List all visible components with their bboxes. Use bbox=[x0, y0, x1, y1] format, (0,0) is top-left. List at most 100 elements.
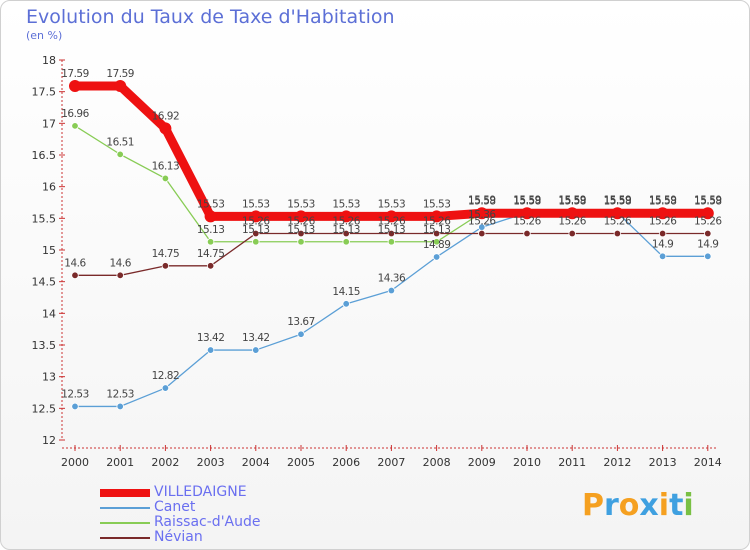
chart-subtitle: (en %) bbox=[26, 29, 63, 42]
data-label: 15.58 bbox=[604, 195, 632, 207]
data-label: 15.58 bbox=[513, 195, 541, 207]
legend-swatch-nevian bbox=[100, 537, 150, 539]
legend: VILLEDAIGNE Canet Raissac-d'Aude Névian bbox=[100, 484, 350, 545]
legend-swatch-canet bbox=[100, 507, 150, 509]
data-label: 14.6 bbox=[64, 257, 86, 269]
data-point bbox=[252, 229, 260, 238]
data-label: 13.42 bbox=[197, 332, 225, 344]
data-point bbox=[521, 207, 533, 220]
x-tick-label: 2010 bbox=[513, 456, 541, 469]
data-point bbox=[204, 210, 217, 223]
data-label: 14.75 bbox=[197, 248, 225, 260]
data-label: 15.26 bbox=[694, 216, 722, 228]
data-label: 17.59 bbox=[106, 68, 134, 80]
data-label: 15.13 bbox=[332, 224, 360, 236]
data-label: 14.75 bbox=[152, 248, 180, 260]
x-tick-label: 2000 bbox=[61, 456, 89, 469]
data-point bbox=[478, 229, 486, 238]
legend-label: Névian bbox=[154, 529, 203, 545]
data-point bbox=[613, 229, 622, 238]
legend-item: Raissac-d'Aude bbox=[100, 514, 350, 530]
data-point bbox=[297, 229, 305, 238]
data-label: 15.58 bbox=[694, 195, 722, 207]
data-label: 13.67 bbox=[287, 316, 315, 328]
data-label: 12.82 bbox=[152, 370, 180, 382]
logo-letter: t bbox=[669, 488, 684, 523]
data-point bbox=[71, 271, 79, 280]
x-tick-label: 2003 bbox=[197, 456, 225, 469]
data-point bbox=[704, 229, 712, 238]
data-label: 12.53 bbox=[106, 388, 134, 400]
data-point bbox=[658, 252, 667, 261]
data-point bbox=[704, 252, 712, 261]
y-tick-label: 18 bbox=[42, 54, 56, 67]
data-point bbox=[387, 229, 396, 238]
data-point bbox=[71, 402, 79, 411]
data-point bbox=[701, 207, 714, 220]
data-point bbox=[249, 210, 262, 223]
y-tick-label: 13.5 bbox=[32, 339, 57, 352]
data-label: 15.26 bbox=[513, 216, 541, 228]
proxiti-logo: Proxiti bbox=[582, 488, 694, 523]
data-point bbox=[161, 174, 170, 183]
data-label: 14.9 bbox=[697, 238, 718, 250]
data-point bbox=[523, 229, 531, 238]
legend-item: Canet bbox=[100, 499, 350, 515]
data-label: 14.6 bbox=[110, 257, 132, 269]
data-label: 15.13 bbox=[378, 224, 406, 236]
data-point bbox=[432, 229, 441, 238]
data-label: 16.13 bbox=[152, 160, 180, 172]
data-label: 15.53 bbox=[378, 198, 406, 210]
logo-letter: i bbox=[683, 488, 694, 523]
data-label: 16.92 bbox=[152, 110, 180, 122]
data-point bbox=[387, 238, 396, 246]
data-label: 15.59 bbox=[558, 195, 586, 207]
data-label: 15.58 bbox=[468, 195, 496, 207]
data-label: 15.59 bbox=[649, 195, 677, 207]
logo-letter: r bbox=[604, 488, 619, 523]
data-point bbox=[297, 330, 305, 338]
data-label: 15.26 bbox=[242, 216, 270, 228]
data-label: 15.58 bbox=[558, 195, 586, 207]
data-point bbox=[206, 262, 215, 270]
data-label: 14.36 bbox=[378, 273, 406, 285]
data-label: 15.36 bbox=[468, 209, 496, 221]
x-tick-label: 2006 bbox=[332, 456, 360, 469]
data-point bbox=[297, 238, 305, 246]
data-point bbox=[114, 79, 127, 92]
x-tick-label: 2002 bbox=[151, 456, 179, 469]
data-point bbox=[342, 238, 350, 246]
x-tick-label: 2011 bbox=[558, 456, 586, 469]
data-point bbox=[206, 346, 215, 354]
data-point bbox=[252, 238, 260, 246]
x-tick-label: 2007 bbox=[377, 456, 405, 469]
data-label: 15.53 bbox=[242, 198, 270, 210]
data-point bbox=[161, 384, 170, 392]
data-label: 15.13 bbox=[197, 224, 225, 236]
data-point bbox=[387, 286, 396, 295]
data-point bbox=[295, 210, 307, 223]
data-point bbox=[116, 150, 124, 159]
data-point bbox=[342, 300, 350, 308]
x-tick-label: 2014 bbox=[694, 456, 722, 469]
data-label: 15.53 bbox=[423, 198, 451, 210]
legend-label: VILLEDAIGNE bbox=[154, 484, 247, 500]
y-tick-label: 16 bbox=[42, 181, 56, 194]
data-label: 15.26 bbox=[287, 216, 315, 228]
data-label: 15.53 bbox=[287, 198, 315, 210]
data-point bbox=[340, 210, 353, 223]
data-point bbox=[430, 210, 443, 223]
data-label: 15.26 bbox=[423, 216, 451, 228]
data-point bbox=[342, 229, 350, 238]
y-tick-label: 16.5 bbox=[32, 149, 57, 162]
data-label: 15.59 bbox=[558, 195, 586, 207]
data-label: 17.59 bbox=[61, 68, 89, 80]
data-point bbox=[475, 207, 488, 220]
data-label: 15.58 bbox=[649, 195, 677, 207]
legend-swatch-villedaigne bbox=[100, 489, 150, 497]
data-point bbox=[252, 346, 260, 354]
y-tick-label: 12 bbox=[42, 434, 56, 447]
y-tick-label: 15 bbox=[42, 244, 56, 257]
data-label: 15.59 bbox=[468, 195, 496, 207]
